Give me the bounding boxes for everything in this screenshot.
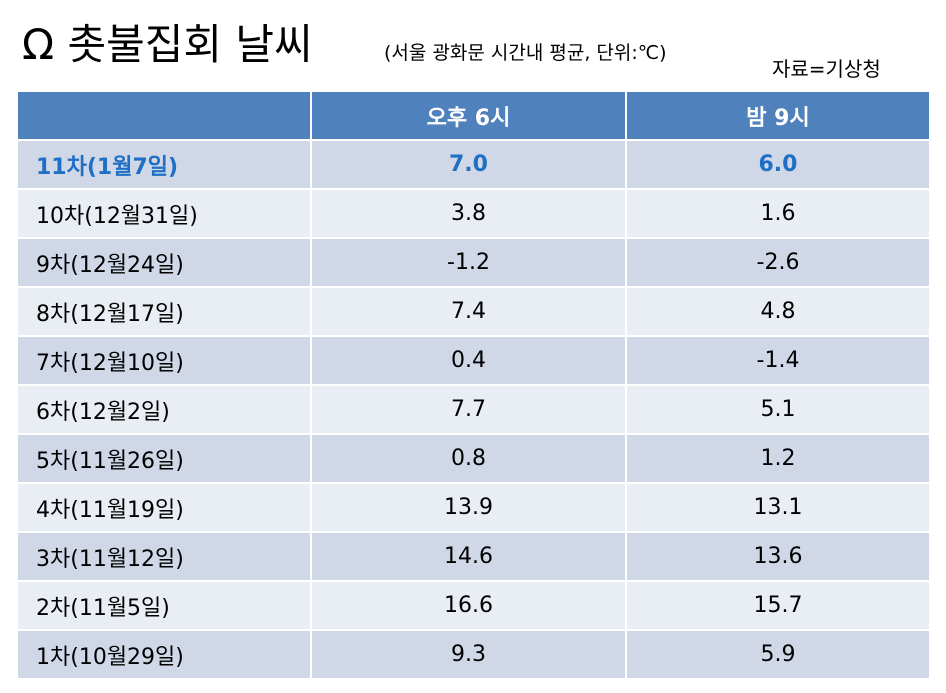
table-header-row: 오후 6시 밤 9시 (18, 90, 929, 140)
temp-6pm: 14.6 (310, 531, 626, 581)
row-label: 3차(11월12일) (18, 531, 311, 581)
temp-9pm: 15.7 (625, 580, 929, 630)
temp-6pm: 3.8 (310, 188, 626, 238)
temp-9pm: 5.1 (625, 384, 929, 434)
temp-6pm: 0.4 (310, 335, 626, 385)
table-row: 1차(10월29일) 9.3 5.9 (18, 629, 929, 678)
temp-9pm: 1.6 (625, 188, 929, 238)
row-label: 6차(12월2일) (18, 384, 311, 434)
row-label: 1차(10월29일) (18, 629, 311, 678)
table-row: 8차(12월17일) 7.4 4.8 (18, 286, 929, 336)
temp-6pm: 7.0 (310, 139, 626, 189)
row-label: 8차(12월17일) (18, 286, 311, 336)
table-row: 5차(11월26일) 0.8 1.2 (18, 433, 929, 483)
table-row: 11차(1월7일) 7.0 6.0 (18, 139, 929, 189)
temp-6pm: -1.2 (310, 237, 626, 287)
temp-9pm: 4.8 (625, 286, 929, 336)
table-row: 10차(12월31일) 3.8 1.6 (18, 188, 929, 238)
temp-6pm: 7.4 (310, 286, 626, 336)
temp-9pm: 6.0 (625, 139, 929, 189)
header-cell-6pm: 오후 6시 (310, 90, 626, 140)
temp-6pm: 13.9 (310, 482, 626, 532)
temp-9pm: 1.2 (625, 433, 929, 483)
header-cell-9pm: 밤 9시 (625, 90, 929, 140)
temp-9pm: -1.4 (625, 335, 929, 385)
row-label: 5차(11월26일) (18, 433, 311, 483)
temp-6pm: 0.8 (310, 433, 626, 483)
row-label: 10차(12월31일) (18, 188, 311, 238)
temp-9pm: 5.9 (625, 629, 929, 678)
table-row: 6차(12월2일) 7.7 5.1 (18, 384, 929, 434)
temp-6pm: 16.6 (310, 580, 626, 630)
row-label: 4차(11월19일) (18, 482, 311, 532)
row-label: 11차(1월7일) (18, 139, 311, 189)
temp-9pm: 13.6 (625, 531, 929, 581)
table-row: 3차(11월12일) 14.6 13.6 (18, 531, 929, 581)
table-row: 2차(11월5일) 16.6 15.7 (18, 580, 929, 630)
temp-6pm: 9.3 (310, 629, 626, 678)
row-label: 7차(12월10일) (18, 335, 311, 385)
page-subtitle: (서울 광화문 시간내 평균, 단위:℃) (384, 42, 667, 64)
weather-table: 오후 6시 밤 9시 11차(1월7일) 7.0 6.0 10차(12월31일)… (18, 90, 929, 678)
row-label: 9차(12월24일) (18, 237, 311, 287)
header-cell-label (18, 90, 311, 140)
page-title: Ω 촛불집회 날씨 (22, 20, 313, 69)
table-row: 4차(11월19일) 13.9 13.1 (18, 482, 929, 532)
temp-9pm: -2.6 (625, 237, 929, 287)
temp-6pm: 7.7 (310, 384, 626, 434)
row-label: 2차(11월5일) (18, 580, 311, 630)
table-row: 9차(12월24일) -1.2 -2.6 (18, 237, 929, 287)
source-note: 자료=기상청 (772, 57, 881, 81)
table-row: 7차(12월10일) 0.4 -1.4 (18, 335, 929, 385)
temp-9pm: 13.1 (625, 482, 929, 532)
